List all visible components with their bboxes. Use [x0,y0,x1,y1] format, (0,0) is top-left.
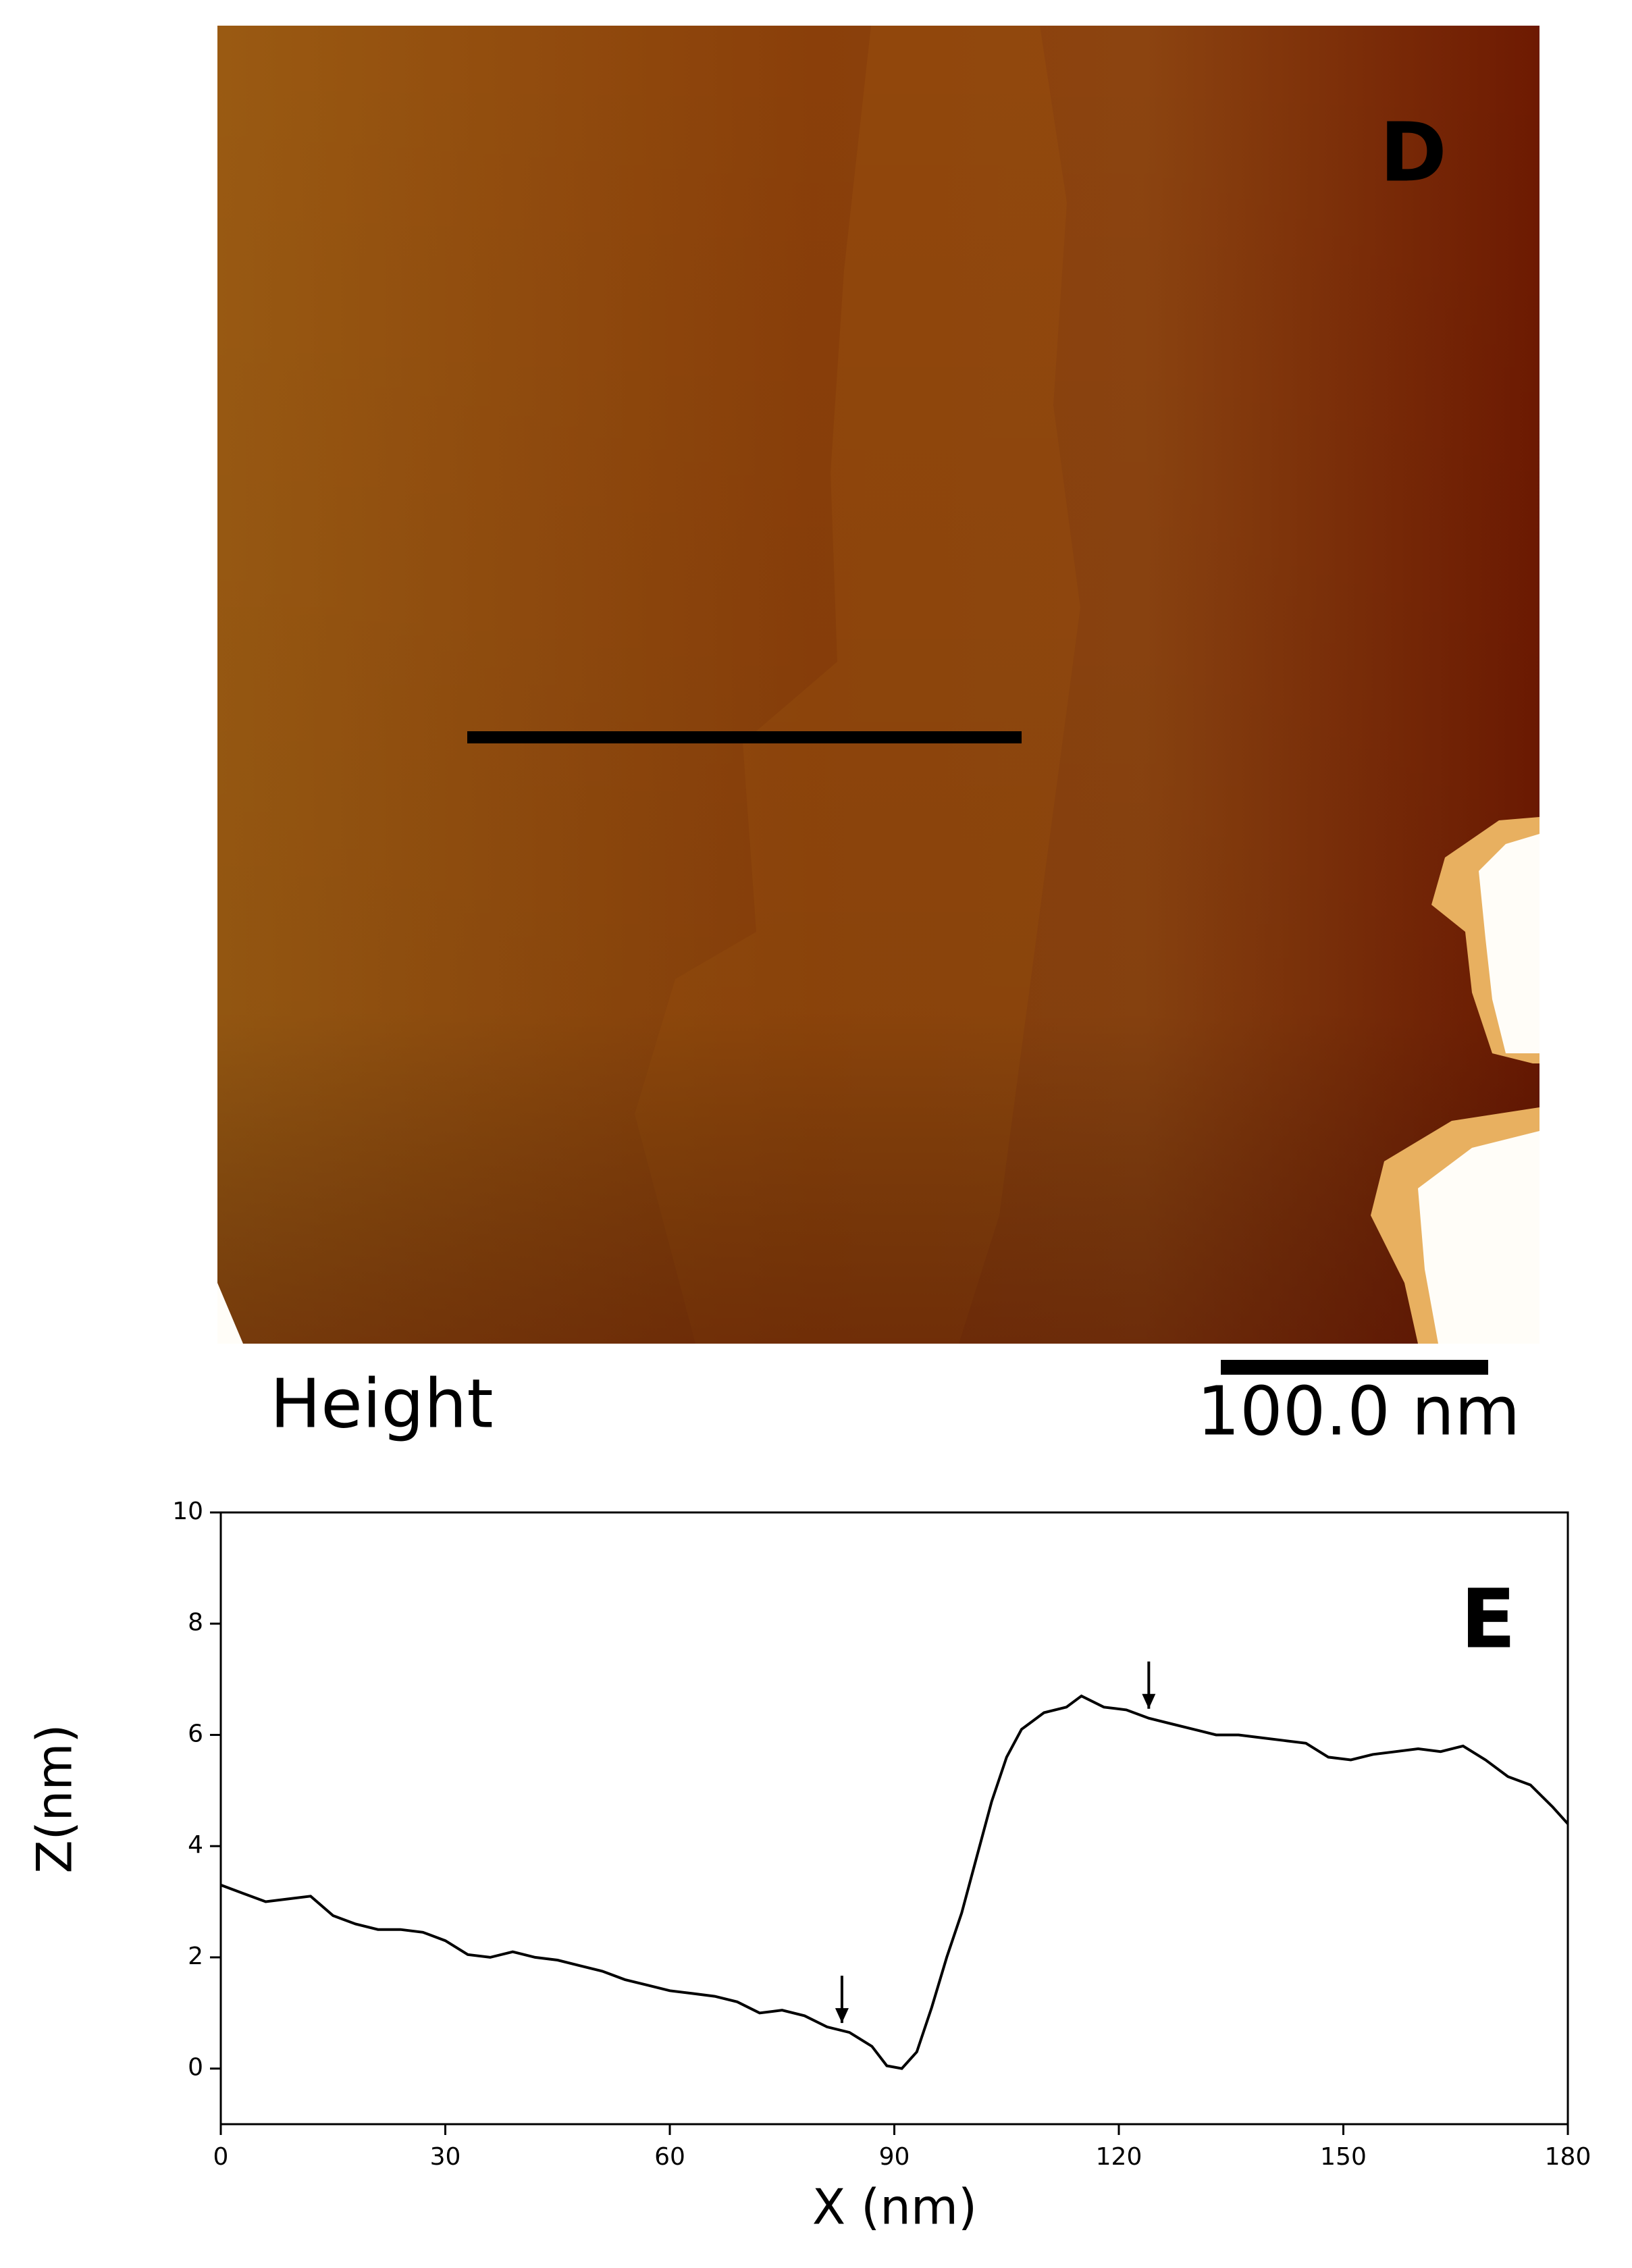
x-tick-label: 120 [1096,2143,1142,2171]
y-axis-label: Z(nm) [26,1724,83,1873]
y-tick-label: 4 [188,1831,203,1859]
y-tick-label: 8 [188,1609,203,1637]
x-tick-label: 90 [879,2143,910,2171]
x-tick-label: 180 [1545,2143,1591,2171]
y-tick-label: 10 [172,1498,203,1525]
scale-bar-label: 100.0 nm [1197,1371,1521,1450]
profile-line [220,1694,1569,2070]
y-tick-label: 0 [188,2054,203,2082]
x-tick-label: 30 [430,2143,461,2171]
x-tick-label: 150 [1320,2143,1367,2171]
y-tick-label: 6 [188,1720,203,1747]
x-axis-label: X (nm) [812,2179,977,2236]
arrow-head [1142,1693,1156,1709]
caption: Height [270,1364,494,1443]
panel-label: E [1460,1573,1516,1667]
x-tick-label: 0 [213,2143,229,2171]
plot-frame [219,1511,1569,2126]
y-tick-label: 2 [188,1943,203,1970]
afm-image [217,26,1539,1375]
x-tick-label: 60 [654,2143,685,2171]
arrow-head [835,2008,849,2024]
panel-label: D [1379,107,1447,201]
